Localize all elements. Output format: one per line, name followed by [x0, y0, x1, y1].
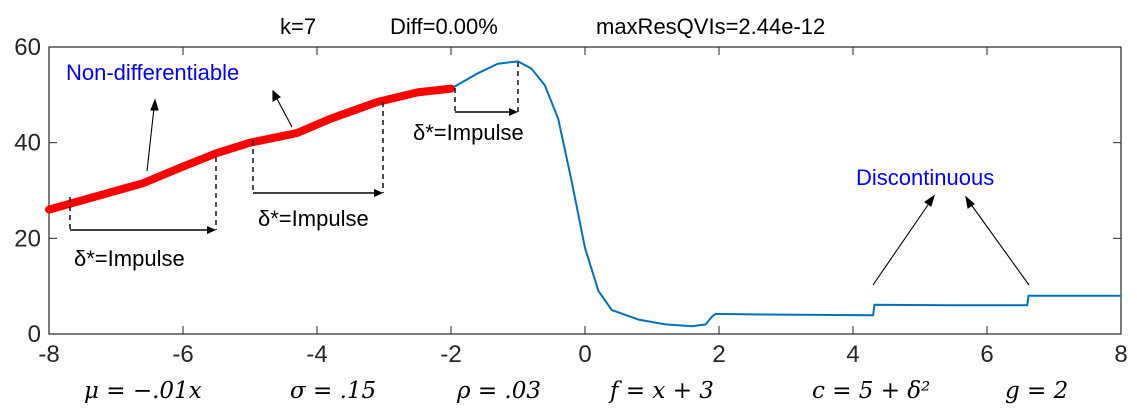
impulse-label-b: δ*=Impulse	[258, 206, 369, 231]
x-tick-label: -2	[440, 341, 461, 368]
title-k: k=7	[280, 14, 316, 39]
x-tick-label: -8	[38, 341, 59, 368]
title-diff: Diff=0.00%	[390, 14, 498, 39]
nondiff-label: Non-differentiable	[66, 60, 239, 85]
x-axis: -8 -6 -4 -2 0 2 4 6 8	[38, 47, 1128, 368]
param-f: f = x + 3	[608, 378, 714, 404]
x-tick-label: 6	[980, 341, 993, 368]
discont-arrowhead-1	[924, 194, 935, 207]
discont-arrow-1	[872, 201, 931, 286]
nondiff-arrows	[146, 89, 293, 172]
title-maxres: maxResQVIs=2.44e-12	[596, 14, 825, 39]
param-mu: μ = −.01x	[84, 378, 202, 404]
discont-label: Discontinuous	[856, 165, 994, 190]
impulse-label-c: δ*=Impulse	[413, 120, 524, 145]
x-tick-label: -4	[306, 341, 327, 368]
discont-arrow-2	[969, 202, 1030, 286]
arrowhead-a	[207, 226, 216, 234]
impulse-label-a: δ*=Impulse	[74, 246, 185, 271]
nondiff-arrowhead-2	[272, 89, 281, 102]
arrowhead-c	[509, 108, 518, 116]
param-sigma: σ = .15	[290, 378, 376, 404]
arrowheads	[207, 108, 518, 234]
y-tick-label: 40	[14, 130, 41, 157]
x-tick-label: 8	[1114, 341, 1127, 368]
arrowhead-b	[374, 189, 383, 197]
y-tick-label: 0	[28, 321, 41, 348]
x-tick-label: 0	[578, 341, 591, 368]
discont-arrows	[872, 194, 1030, 286]
x-tick-label: 4	[846, 341, 859, 368]
nondiff-arrow-1	[146, 107, 155, 172]
impulse-markers	[69, 62, 519, 231]
y-tick-label: 20	[14, 225, 41, 252]
param-c: c = 5 + δ²	[812, 378, 930, 404]
x-tick-label: -6	[172, 341, 193, 368]
y-tick-label: 60	[14, 34, 41, 61]
discont-arrowhead-2	[965, 195, 975, 209]
plot-area	[48, 46, 1122, 335]
nondiff-arrowhead-1	[150, 98, 159, 111]
series-red-highlight	[45, 84, 455, 214]
x-tick-label: 2	[712, 341, 725, 368]
y-axis: 0 20 40 60	[14, 34, 1121, 348]
param-rho: ρ = .03	[456, 378, 541, 404]
param-g: g = 2	[1005, 378, 1068, 404]
nondiff-arrow-2	[275, 96, 293, 128]
